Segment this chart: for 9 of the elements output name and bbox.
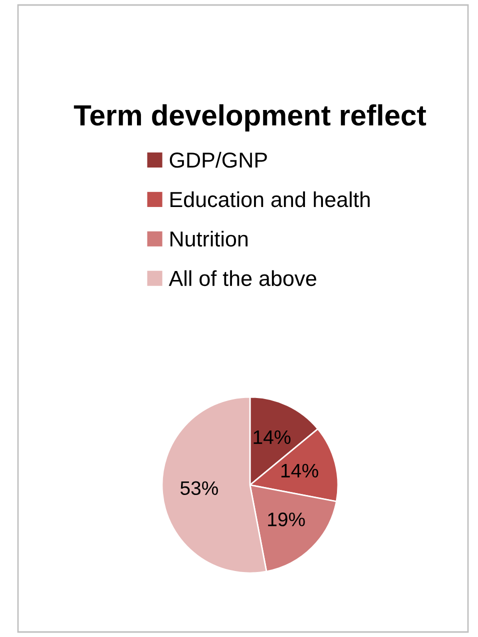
data-label: 14% — [281, 464, 318, 478]
data-label: 53% — [180, 481, 218, 496]
legend-label: All of the above — [168, 270, 316, 286]
legend-label: GDP/GNP — [170, 152, 267, 168]
data-label: 14% — [254, 430, 290, 444]
data-label: 19% — [268, 512, 305, 526]
legend-label: Nutrition — [170, 230, 248, 247]
legend-label: Education and health — [170, 191, 370, 208]
chart-title: Term development reflect — [74, 104, 426, 132]
